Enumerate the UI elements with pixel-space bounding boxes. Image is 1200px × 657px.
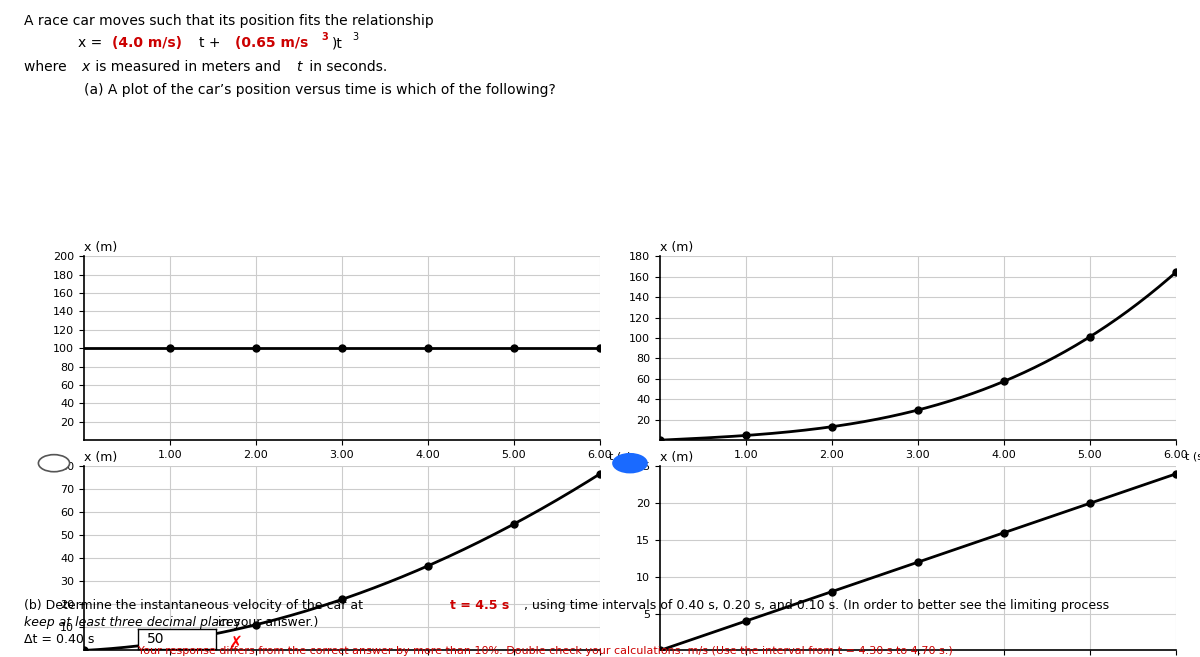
Text: Your response differs from the correct answer by more than 10%. Double check you: Your response differs from the correct a… (138, 646, 953, 656)
Text: in seconds.: in seconds. (305, 60, 388, 74)
Text: x (m): x (m) (84, 451, 118, 464)
Text: x (m): x (m) (660, 451, 694, 464)
Text: (a) A plot of the car’s position versus time is which of the following?: (a) A plot of the car’s position versus … (84, 83, 556, 97)
X-axis label: t (s): t (s) (610, 451, 632, 461)
Text: )t: )t (332, 36, 343, 50)
X-axis label: t (s): t (s) (1186, 451, 1200, 461)
Text: x: x (82, 60, 90, 74)
Text: where: where (24, 60, 71, 74)
Text: in your answer.): in your answer.) (214, 616, 318, 629)
Text: 3: 3 (322, 32, 329, 42)
Text: A race car moves such that its position fits the relationship: A race car moves such that its position … (24, 14, 433, 28)
Text: t = 4.5 s: t = 4.5 s (450, 599, 509, 612)
Text: is measured in meters and: is measured in meters and (91, 60, 286, 74)
Text: , using time intervals of 0.40 s, 0.20 s, and 0.10 s. (In order to better see th: , using time intervals of 0.40 s, 0.20 s… (524, 599, 1114, 612)
Text: x (m): x (m) (660, 240, 694, 254)
Text: Δt = 0.40 s: Δt = 0.40 s (24, 633, 95, 646)
Text: (4.0 m/s): (4.0 m/s) (112, 36, 181, 50)
Text: t: t (296, 60, 302, 74)
Text: keep at least three decimal places: keep at least three decimal places (24, 616, 240, 629)
Text: ✗: ✗ (228, 633, 242, 651)
Text: 50: 50 (148, 632, 164, 646)
Text: x (m): x (m) (84, 240, 118, 254)
Text: t +: t + (199, 36, 226, 50)
Text: (b) Determine the instantaneous velocity of the car at: (b) Determine the instantaneous velocity… (24, 599, 367, 612)
Text: (0.65 m/s: (0.65 m/s (235, 36, 308, 50)
Text: 3: 3 (353, 32, 359, 42)
Text: x =: x = (78, 36, 107, 50)
